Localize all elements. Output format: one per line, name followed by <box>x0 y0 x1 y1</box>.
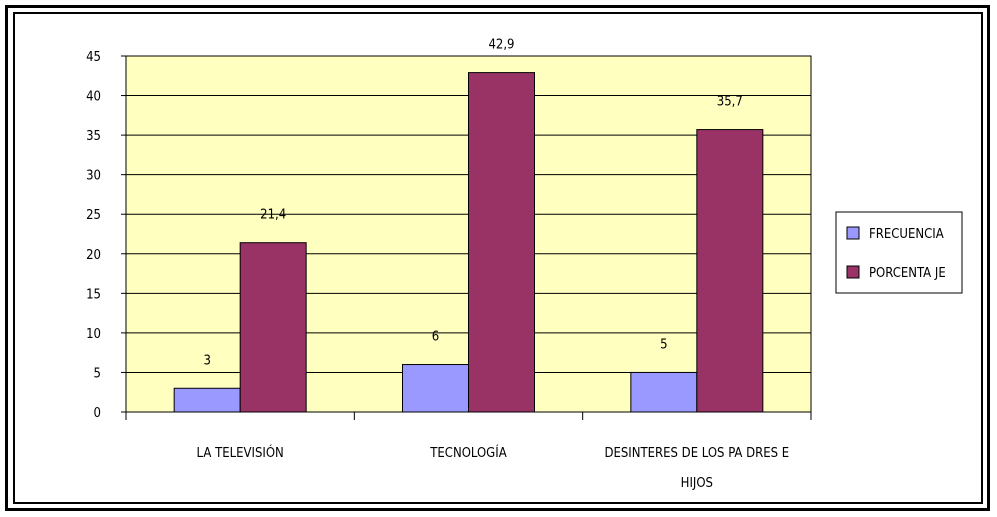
y-tick-label: 5 <box>94 366 101 381</box>
y-tick-label: 35 <box>86 129 101 144</box>
y-tick-label: 15 <box>86 287 101 302</box>
bars <box>173 72 764 413</box>
bar-porcentaje <box>468 72 535 413</box>
y-tick-label: 10 <box>86 327 101 342</box>
y-tick-label: 25 <box>86 208 101 223</box>
legend-box <box>835 211 963 294</box>
category-label: HIJOS <box>681 476 713 491</box>
axes <box>121 55 812 420</box>
data-label: 35,7 <box>717 95 743 110</box>
legend-label-porcentaje: PORCENTA JE <box>869 266 946 281</box>
data-label: 42,9 <box>488 38 514 53</box>
legend-swatch-porcentaje <box>846 265 860 279</box>
y-tick-label: 40 <box>86 90 101 105</box>
bar-porcentaje <box>239 242 307 413</box>
y-tick-label: 30 <box>86 169 101 184</box>
bar-porcentaje <box>696 129 764 413</box>
labels: 0 5 10 15 20 25 30 35 40 45 3 21,4 LA TELEVISIÓN 6 42,… <box>86 38 789 491</box>
bar-frecuencia <box>630 371 698 413</box>
y-tick-label: 45 <box>86 50 101 65</box>
category-label: DESINTERES DE LOS PA DRES E <box>604 446 789 461</box>
y-tick-label: 20 <box>86 248 101 263</box>
data-label: 6 <box>432 330 439 345</box>
legend-label-frecuencia: FRECUENCIA <box>869 227 944 242</box>
bar-frecuencia <box>402 364 469 413</box>
legend: FRECUENCIA PORCENTA JE <box>835 211 963 294</box>
category-label: LA TELEVISIÓN <box>197 445 284 461</box>
legend-swatch-frecuencia <box>846 226 860 240</box>
data-label: 21,4 <box>260 208 286 223</box>
outer-frame <box>5 5 990 511</box>
data-label: 3 <box>203 353 210 368</box>
y-tick-label: 0 <box>94 406 101 421</box>
data-label: 5 <box>660 337 667 352</box>
category-label: TECNOLOGÍA <box>429 445 506 461</box>
bar-frecuencia <box>173 387 241 413</box>
